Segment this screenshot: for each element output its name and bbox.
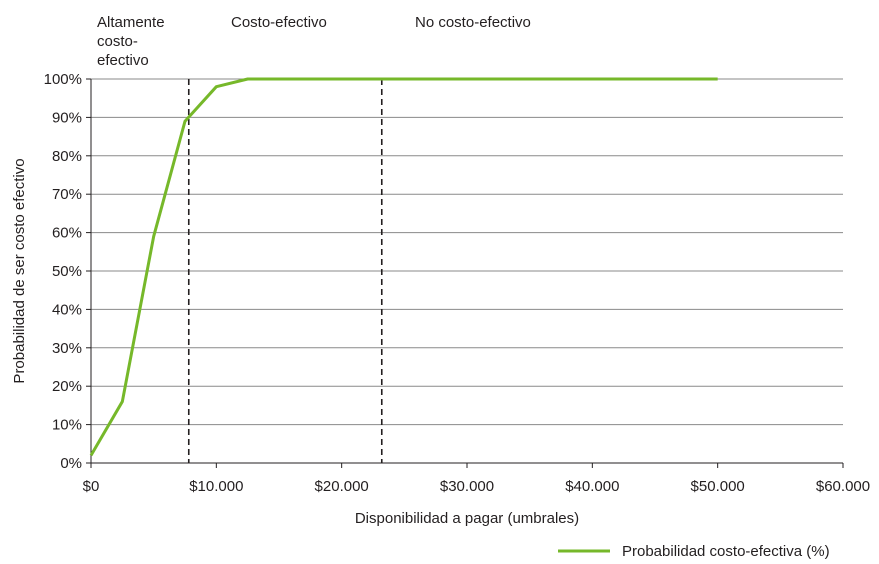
region-labels: Altamente costo-efectivo Costo-efectivo No … xyxy=(97,14,531,69)
y-tick-label: 90% xyxy=(52,109,82,126)
legend-label: Probabilidad costo-efectiva (%) xyxy=(622,543,830,560)
x-tick-labels: $0 $10.000 $20.000 $30.000 $40.000 $50.000 $60… xyxy=(83,478,870,495)
y-tick-label: 10% xyxy=(52,417,82,434)
legend: Probabilidad costo-efectiva (%) xyxy=(558,543,830,560)
x-tick-label: $60.000 xyxy=(816,478,870,495)
x-tick-label: $20.000 xyxy=(315,478,369,495)
region-label-line: Altamente xyxy=(97,14,165,31)
x-tick-label: $30.000 xyxy=(440,478,494,495)
series-line-1 xyxy=(89,77,718,457)
y-tick-label: 30% xyxy=(52,340,82,357)
region-label-line: No costo-efectivo xyxy=(415,14,531,31)
y-tick-label: 20% xyxy=(52,378,82,395)
region-label: Costo-efectivo xyxy=(231,14,327,31)
y-tick-label: 40% xyxy=(52,301,82,318)
axes xyxy=(86,78,844,468)
x-axis-title: Disponibilidad a pagar (umbrales) xyxy=(355,510,579,527)
y-tick-label: 100% xyxy=(44,71,82,88)
region-label: No costo-efectivo xyxy=(415,14,531,31)
y-tick-labels: 0% 10% 20% 30% 40% 50% 60% 70% 80% 90% 100% xyxy=(44,71,82,472)
y-tick-label: 80% xyxy=(52,148,82,165)
x-tick-label: $10.000 xyxy=(189,478,243,495)
series-layer xyxy=(89,77,718,457)
region-label-line: efectivo xyxy=(97,52,149,69)
y-tick-label: 0% xyxy=(60,455,82,472)
y-tick-label: 50% xyxy=(52,263,82,280)
x-tick-label: $40.000 xyxy=(565,478,619,495)
threshold-lines xyxy=(187,79,383,463)
region-label: Altamente costo-efectivo xyxy=(97,14,165,69)
y-axis-title: Probabilidad de ser costo efectivo xyxy=(11,158,28,383)
region-label-line: Costo-efectivo xyxy=(231,14,327,31)
x-tick-label: $0 xyxy=(83,478,100,495)
gridlines xyxy=(91,78,843,426)
y-tick-label: 60% xyxy=(52,225,82,242)
y-tick-label: 70% xyxy=(52,186,82,203)
region-label-line: costo- xyxy=(97,33,138,50)
x-tick-label: $50.000 xyxy=(691,478,745,495)
